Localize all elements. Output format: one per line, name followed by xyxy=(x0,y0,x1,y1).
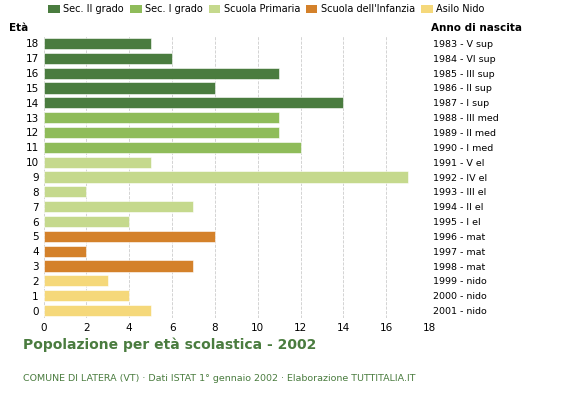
Bar xyxy=(44,186,86,198)
Bar xyxy=(44,201,194,212)
Bar xyxy=(44,142,300,153)
Bar xyxy=(44,275,108,286)
Bar xyxy=(44,156,151,168)
Bar xyxy=(44,172,408,182)
Legend: Sec. II grado, Sec. I grado, Scuola Primaria, Scuola dell'Infanzia, Asilo Nido: Sec. II grado, Sec. I grado, Scuola Prim… xyxy=(48,4,484,14)
Bar xyxy=(44,290,129,301)
Text: Popolazione per età scolastica - 2002: Popolazione per età scolastica - 2002 xyxy=(23,338,317,352)
Text: Età: Età xyxy=(9,23,28,33)
Bar xyxy=(44,112,279,123)
Bar xyxy=(44,38,151,49)
Bar xyxy=(44,82,215,94)
Text: Anno di nascita: Anno di nascita xyxy=(431,23,522,33)
Bar xyxy=(44,216,129,227)
Bar xyxy=(44,260,194,272)
Bar xyxy=(44,246,86,257)
Bar xyxy=(44,97,343,108)
Bar xyxy=(44,53,172,64)
Bar xyxy=(44,305,151,316)
Text: COMUNE DI LATERA (VT) · Dati ISTAT 1° gennaio 2002 · Elaborazione TUTTITALIA.IT: COMUNE DI LATERA (VT) · Dati ISTAT 1° ge… xyxy=(23,374,416,383)
Bar xyxy=(44,127,279,138)
Bar xyxy=(44,231,215,242)
Bar xyxy=(44,68,279,79)
